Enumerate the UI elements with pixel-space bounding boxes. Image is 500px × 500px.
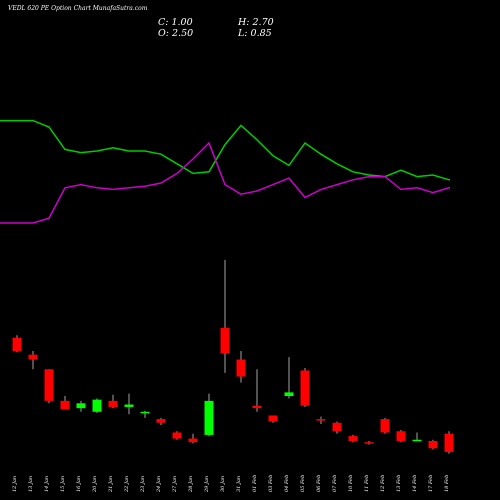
candle-body [364, 442, 374, 444]
x-tick-label: 04 Feb [284, 475, 290, 492]
candle-body [140, 411, 150, 414]
x-tick-label: 28 Jan [188, 476, 194, 493]
x-tick-label: 20 Jan [92, 476, 98, 493]
candle-body [76, 403, 86, 409]
candle-20-jan [92, 398, 102, 414]
x-tick-label: 16 Jan [76, 476, 82, 492]
candle-13-feb [396, 430, 406, 443]
candle-body [316, 419, 326, 421]
candle-body [12, 337, 22, 352]
candle-14-feb [412, 432, 422, 442]
x-tick-label: 07 Feb [332, 475, 338, 492]
candle-body [284, 392, 294, 397]
x-tick-label: 12 Feb [380, 475, 386, 492]
ohlc-high: H: 2.70 [238, 17, 274, 28]
candle-27-jan [172, 431, 182, 440]
candle-17-feb [428, 439, 438, 450]
candle-body [332, 422, 342, 432]
candle-body [220, 327, 230, 354]
candle-28-jan [188, 433, 198, 444]
candle-body [444, 433, 454, 452]
x-tick-label: 23 Jan [140, 476, 146, 493]
ohlc-open: O: 2.50 [158, 28, 194, 39]
candle-body [252, 405, 262, 409]
x-tick-label: 13 Feb [396, 475, 402, 492]
candle-24-jan [156, 417, 166, 426]
indicator-lines [0, 119, 450, 224]
candle-body [204, 400, 214, 435]
candle-body [108, 400, 118, 407]
x-tick-label: 13 Jan [28, 476, 34, 492]
x-tick-label: 15 Jan [60, 476, 66, 492]
x-tick-label: 12 Jan [12, 476, 18, 492]
x-tick-label: 14 Jan [44, 476, 50, 492]
candle-06-feb [316, 416, 326, 424]
candle-body [60, 400, 70, 410]
candle-30-jan [220, 259, 230, 373]
candle-07-feb [332, 421, 342, 434]
candle-13-jan [28, 351, 38, 370]
x-tick-label: 27 Jan [172, 476, 178, 493]
candle-body [300, 370, 310, 406]
candles [12, 259, 454, 454]
candle-03-feb [268, 415, 278, 423]
x-tick-label: 10 Feb [348, 475, 354, 492]
candle-23-jan [140, 410, 150, 418]
x-tick-label: 30 Jan [220, 476, 226, 492]
candle-14-jan [44, 369, 54, 404]
indicator-line-2 [0, 141, 450, 224]
candle-18-feb [444, 431, 454, 454]
candle-12-jan [12, 335, 22, 353]
x-axis-ticks: 12 Jan 13 Jan 14 Jan 15 Jan 16 Jan 20 Jan 21 J… [12, 475, 450, 493]
x-tick-label: 14 Feb [412, 475, 418, 492]
chart-title: VEDL 620 PE Option Chart MunafaSutra.com [8, 5, 148, 12]
candle-body [380, 419, 390, 433]
candle-body [268, 415, 278, 422]
candle-15-jan [60, 396, 70, 410]
x-tick-label: 11 Feb [364, 475, 370, 492]
candle-body [412, 439, 422, 442]
candle-21-jan [108, 394, 118, 409]
candle-body [236, 359, 246, 377]
candle-body [172, 432, 182, 439]
candle-22-jan [124, 393, 134, 415]
candle-body [348, 436, 358, 441]
candle-29-jan [204, 393, 214, 437]
x-tick-label: 01 Feb [252, 475, 258, 492]
candle-12-feb [380, 417, 390, 434]
x-tick-label: 18 Feb [444, 475, 450, 492]
candle-body [156, 419, 166, 423]
ohlc-low: L: 0.85 [238, 28, 272, 39]
x-tick-label: 29 Jan [204, 476, 210, 493]
candle-05-feb [300, 368, 310, 407]
x-tick-label: 22 Jan [124, 476, 130, 493]
x-tick-label: 31 Jan [236, 476, 242, 492]
candle-body [44, 369, 54, 401]
x-tick-label: 05 Feb [300, 475, 306, 492]
x-tick-label: 06 Feb [316, 475, 322, 492]
candle-10-feb [348, 434, 358, 443]
candle-16-jan [76, 400, 86, 412]
candle-body [188, 438, 198, 443]
x-tick-label: 03 Feb [268, 475, 274, 492]
x-tick-label: 21 Jan [108, 476, 114, 493]
candle-body [124, 404, 134, 407]
candle-body [92, 399, 102, 412]
x-tick-label: 17 Feb [428, 475, 434, 492]
candle-31-jan [236, 351, 246, 383]
candle-04-feb [284, 357, 294, 399]
candle-body [428, 440, 438, 449]
candle-01-feb [252, 369, 262, 412]
candle-body [28, 354, 38, 360]
ohlc-close: C: 1.00 [158, 17, 193, 28]
x-tick-label: 24 Jan [156, 476, 162, 493]
indicator-line-1 [0, 119, 450, 181]
candle-11-feb [364, 440, 374, 445]
candle-body [396, 431, 406, 441]
